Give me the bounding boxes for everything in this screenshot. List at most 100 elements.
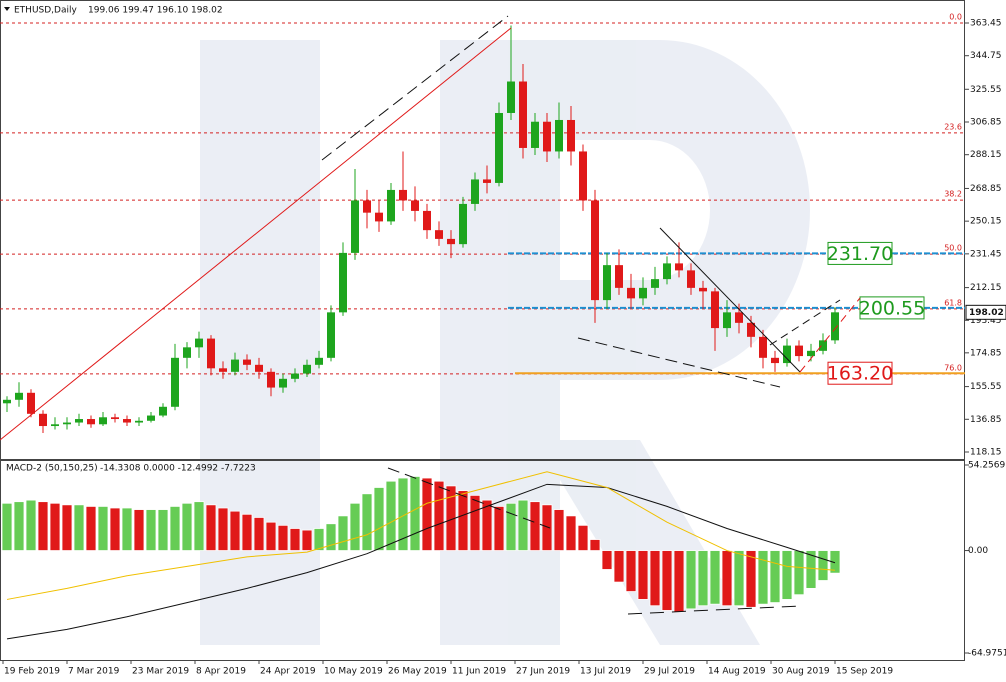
candle-body xyxy=(219,368,227,372)
channel-line xyxy=(321,15,509,161)
x-tick-label: 26 May 2019 xyxy=(388,667,447,677)
macd-bar xyxy=(313,528,325,551)
macd-bar xyxy=(73,504,85,551)
x-tick-label: 8 Apr 2019 xyxy=(196,667,246,677)
candle-body xyxy=(747,322,755,337)
macd-bar xyxy=(133,509,145,551)
price-frame xyxy=(0,0,965,460)
x-tick-label: 15 Sep 2019 xyxy=(836,667,893,677)
macd-bar xyxy=(793,550,805,596)
channel-line xyxy=(577,337,781,388)
macd-bar xyxy=(229,510,241,551)
macd-bar xyxy=(589,539,601,551)
macd-bar xyxy=(325,523,337,551)
macd-bar xyxy=(217,507,229,551)
level-box xyxy=(859,296,925,320)
macd-bar xyxy=(421,477,433,551)
macd-bar xyxy=(685,550,697,610)
candle-body xyxy=(267,371,275,388)
y-tick-label: 268.85 xyxy=(970,184,1002,194)
macd-bar xyxy=(529,501,541,551)
candle-body xyxy=(99,417,107,425)
macd-bar xyxy=(805,550,817,589)
macd-bar xyxy=(289,528,301,551)
macd-bar xyxy=(49,502,61,551)
candle-body xyxy=(351,200,359,253)
symbol: ETHUSD,Daily xyxy=(14,6,77,16)
macd-bar xyxy=(121,507,133,551)
x-tick-label: 19 Feb 2019 xyxy=(4,667,60,677)
macd-bar xyxy=(277,524,289,551)
candle-body xyxy=(75,419,83,423)
candle-body xyxy=(363,200,371,213)
x-tick-label: 7 Mar 2019 xyxy=(68,667,120,677)
candle-body xyxy=(135,420,143,423)
macd-bar xyxy=(25,499,37,551)
trend-line xyxy=(659,227,801,373)
macd-bar xyxy=(757,550,769,605)
channel-line xyxy=(799,297,861,373)
candle-body xyxy=(411,200,419,211)
fib-label: 0.0 xyxy=(949,13,962,22)
candle-body xyxy=(63,422,71,425)
x-tick-label: 24 Apr 2019 xyxy=(260,667,316,677)
macd-bar xyxy=(301,529,313,551)
candle-body xyxy=(651,279,659,288)
x-tick-label: 10 May 2019 xyxy=(324,667,383,677)
candle-body xyxy=(183,347,191,358)
candle-body xyxy=(699,287,707,292)
macd-bar xyxy=(649,550,661,607)
candle-body xyxy=(435,230,443,239)
price-tag xyxy=(965,304,1006,320)
candle-body xyxy=(51,424,59,427)
macd-frame xyxy=(0,460,965,661)
candle-body xyxy=(639,287,647,299)
y-tick-label: 155.55 xyxy=(970,382,1002,392)
y-tick-label: 306.85 xyxy=(970,117,1002,127)
fib-label: 23.6 xyxy=(944,122,962,131)
menu-arrow xyxy=(4,7,10,11)
candle-body xyxy=(723,312,731,329)
macd-bar xyxy=(553,509,565,551)
macd-bar xyxy=(457,490,469,551)
macd-bar xyxy=(1,502,13,551)
candle-body xyxy=(111,417,119,420)
y-tick-label: 212.15 xyxy=(970,283,1002,293)
level-box xyxy=(827,361,893,385)
x-tick-label: 11 Jun 2019 xyxy=(452,667,506,677)
macd-bar xyxy=(817,550,829,581)
fib-label: 38.2 xyxy=(944,190,962,199)
macd-bar xyxy=(265,521,277,551)
candle-body xyxy=(387,189,395,222)
candle-body xyxy=(315,357,323,365)
y-tick-label: 288.15 xyxy=(970,150,1002,160)
candle-body xyxy=(807,350,815,357)
macd-title: MACD-2 (50,150,25) xyxy=(6,464,98,474)
candle-body xyxy=(759,336,767,358)
macd-bar xyxy=(721,550,733,607)
candle-body xyxy=(15,392,23,400)
channel-line xyxy=(769,299,841,346)
candle-body xyxy=(555,119,563,152)
candle-body xyxy=(243,359,251,365)
candle-body xyxy=(687,270,695,288)
macd-bar xyxy=(733,550,745,607)
level-label: 163.20 xyxy=(827,363,893,385)
y-tick-label: 136.85 xyxy=(970,415,1002,425)
macd-bar xyxy=(85,506,97,551)
y-tick-label: 250.15 xyxy=(970,217,1002,227)
candle-body xyxy=(783,345,791,364)
candle-body xyxy=(663,263,671,280)
macd-y-tick-label: -64.9751 xyxy=(968,649,1006,659)
macd-bar xyxy=(493,506,505,551)
candle-body xyxy=(195,338,203,348)
macd-bar xyxy=(169,506,181,551)
price-tag-label: 198.02 xyxy=(969,308,1004,318)
x-tick-label: 27 Jun 2019 xyxy=(516,667,570,677)
y-tick-label: 344.75 xyxy=(970,51,1002,61)
macd-line xyxy=(6,483,836,640)
annotations xyxy=(0,15,861,615)
macd-bar xyxy=(157,509,169,551)
macd-bar xyxy=(361,493,373,551)
macd-bar xyxy=(397,477,409,551)
